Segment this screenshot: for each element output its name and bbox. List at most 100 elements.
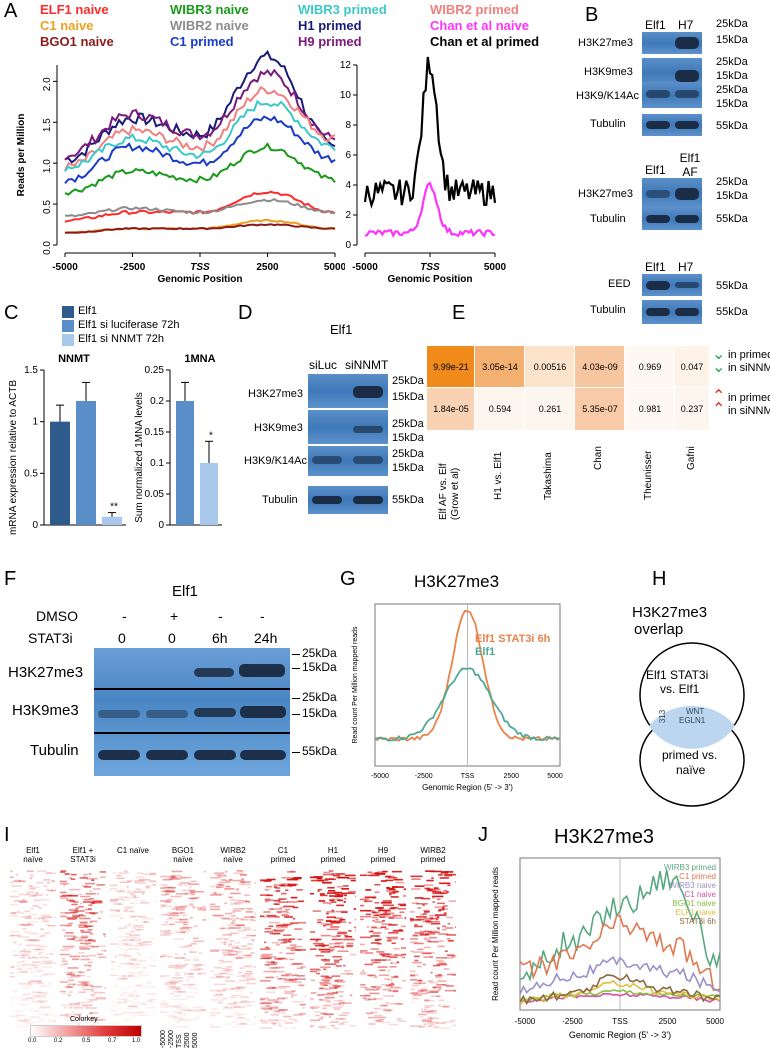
i-heat-mark — [370, 1011, 378, 1014]
i-heatmap — [360, 870, 406, 1026]
i-heat-mark — [85, 1007, 97, 1009]
i-heat-mark — [412, 934, 418, 936]
j-series-line — [519, 973, 721, 1006]
i-key-tick: 0.0 — [28, 1038, 37, 1044]
i-heat-mark — [371, 927, 383, 929]
i-heat-mark — [129, 963, 138, 966]
i-heat-mark — [250, 916, 256, 919]
i-heat-mark — [67, 973, 76, 976]
i-heat-mark — [76, 1004, 81, 1007]
i-heat-mark — [77, 1013, 83, 1016]
i-heat-mark — [231, 946, 239, 949]
i-heat-mark — [85, 912, 95, 914]
i-heat-mark — [67, 994, 72, 997]
i-heat-mark — [91, 1016, 101, 1019]
i-heat-mark — [234, 1001, 244, 1004]
i-heat-mark — [188, 973, 194, 975]
i-heat-mark — [90, 945, 99, 948]
i-heat-mark — [439, 882, 451, 885]
i-heat-mark — [84, 908, 93, 911]
i-heat-mark — [266, 991, 276, 994]
i-heat-mark — [312, 942, 324, 945]
h-c2b: naïve — [676, 763, 706, 777]
i-heat-mark — [16, 1014, 26, 1017]
c-title: 1MNA — [184, 353, 215, 365]
i-heat-mark — [422, 952, 432, 955]
i-heat-mark — [375, 988, 381, 990]
i-heat-mark — [272, 929, 276, 932]
i-heat-mark — [217, 884, 224, 886]
i-heat-mark — [330, 901, 337, 903]
i-heat-mark — [266, 914, 277, 917]
i-heat-mark — [411, 1000, 414, 1003]
i-heat-mark — [423, 1023, 427, 1026]
a-legend-entry: BGO1 naive — [40, 34, 114, 49]
i-heat-mark — [168, 877, 175, 879]
i-heat-mark — [246, 1004, 252, 1007]
i-heat-mark — [332, 985, 342, 987]
i-heat-mark — [319, 999, 330, 1001]
i-heat-mark — [299, 1012, 306, 1015]
b3-row-eed: EED — [608, 278, 631, 290]
i-heat-mark — [373, 914, 380, 917]
i-heat-mark — [60, 911, 71, 914]
i-heat-mark — [66, 984, 70, 987]
j-legend-entry: BGO1 naive — [672, 899, 716, 908]
i-heat-mark — [218, 881, 231, 884]
i-heat-mark — [153, 1013, 156, 1015]
i-heat-mark — [342, 964, 346, 967]
i-heat-mark — [210, 977, 217, 979]
i-heat-mark — [132, 990, 137, 992]
i-heat-mark — [164, 1014, 174, 1017]
i-heat-mark — [227, 945, 238, 947]
i-heat-mark — [275, 975, 278, 978]
i-heat-mark — [332, 955, 342, 958]
i-heat-mark — [275, 944, 280, 946]
i-heat-mark — [294, 928, 303, 930]
i-heat-mark — [12, 941, 17, 944]
i-heat-mark — [136, 951, 140, 954]
i-heat-mark — [26, 924, 34, 926]
i-key-tick: 0.7 — [108, 1038, 117, 1044]
i-heat-mark — [168, 914, 180, 917]
i-heat-mark — [127, 880, 133, 882]
i-heat-mark — [132, 896, 139, 899]
i-heat-mark — [84, 939, 96, 942]
i-heat-mark — [23, 948, 26, 951]
i-heat-mark — [233, 1006, 241, 1008]
i-heat-mark — [104, 987, 106, 989]
i-heat-mark — [424, 920, 431, 922]
i-heat-mark — [271, 1022, 281, 1024]
i-heat-mark — [169, 878, 181, 880]
i-heat-mark — [278, 1009, 287, 1011]
i-heat-mark — [274, 957, 286, 960]
i-key-tick: 0.2 — [54, 1038, 63, 1044]
i-heat-mark — [268, 1019, 275, 1021]
b-kda: 25kDa — [716, 56, 748, 68]
i-heat-mark — [116, 998, 128, 1000]
i-heat-mark — [378, 969, 385, 972]
i-heat-mark — [247, 943, 253, 945]
i-heat-mark — [188, 883, 200, 885]
i-heat-mark — [240, 1001, 251, 1004]
i-heat-mark — [329, 946, 336, 949]
i-heat-mark — [443, 912, 447, 915]
i-heat-mark — [437, 973, 442, 976]
a-x-tick-label: 5000 — [324, 262, 345, 273]
i-heat-mark — [274, 890, 280, 893]
i-heat-mark — [255, 882, 256, 884]
i-heat-mark — [22, 985, 33, 987]
i-heat-mark — [438, 962, 447, 965]
i-heat-mark — [17, 910, 20, 913]
i-heat-mark — [374, 891, 380, 894]
i-heat-mark — [218, 874, 221, 876]
i-heat-mark — [455, 881, 456, 883]
i-heat-mark — [382, 904, 395, 907]
i-heat-mark — [435, 914, 447, 916]
i-heat-mark — [318, 981, 329, 984]
e-cell: 0.047 — [674, 345, 710, 389]
i-heat-mark — [22, 994, 25, 996]
i-heat-mark — [395, 881, 405, 884]
i-heat-mark — [327, 948, 335, 951]
i-heat-mark — [445, 927, 454, 929]
